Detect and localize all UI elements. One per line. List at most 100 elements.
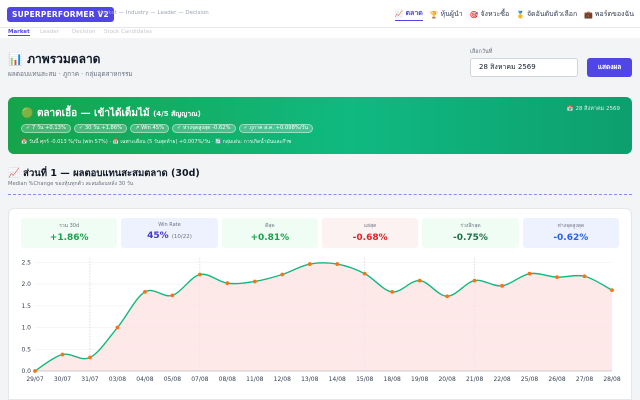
nav-link-0[interactable]: 📈 ตลาด: [394, 8, 423, 21]
stat-from-peak: ห่างจุดสูงสุด -0.62%: [522, 218, 619, 248]
nav-icon: 📈: [394, 9, 404, 18]
trend-icon: 📈: [8, 168, 20, 179]
data-point: [60, 352, 65, 357]
x-tick-label: 30/07: [54, 376, 71, 383]
x-tick-label: 20/08: [438, 376, 455, 383]
nav-icon: 🎯: [469, 10, 479, 19]
data-point: [225, 281, 230, 286]
data-point: [362, 271, 367, 276]
data-point: [445, 294, 450, 299]
banner-footer: 📅 วันนี้ ศุกร์ -0.013 %/วัน (win 57%) · …: [21, 139, 292, 145]
x-tick-label: 28/08: [603, 376, 620, 383]
nav-link-1[interactable]: 🏆 หุ้นผู้นำ: [430, 8, 463, 21]
x-tick-label: 18/08: [384, 376, 401, 383]
data-point: [115, 325, 120, 330]
x-tick-label: 31/07: [81, 376, 98, 383]
stats-row: รวม 30d +1.86% Win Rate 45% (10/22) ดีสุ…: [21, 218, 619, 248]
cumulative-return-chart: 0.0 0.5 1.0 1.5 2.0 2.5 29/07 30/07 31/07 03/08 04…: [21, 258, 621, 383]
banner-title: 🟢 ตลาดเอื้อ — เข้าได้เต็มไม้ (4/5 สัญญาณ…: [21, 108, 201, 119]
nav-link-2[interactable]: 🎯 จังหวะซื้อ: [470, 8, 510, 21]
data-point: [527, 271, 532, 276]
data-point: [307, 262, 312, 266]
data-point: [33, 369, 37, 373]
y-tick-label: 2.0: [21, 281, 31, 288]
page-subtitle: ผลตอบแทนสะสม · ภูกาค · กลุ่มอุตสาหกรรม: [8, 70, 133, 78]
x-tick-label: 29/07: [26, 376, 43, 383]
data-point: [555, 275, 559, 280]
banner-date: 📅 28 สิงหาคม 2569: [566, 106, 620, 112]
x-tick-label: 27/08: [576, 376, 593, 383]
nav-icon: 💼: [584, 10, 593, 19]
page-title: 📊 ภาพรวมตลาด: [8, 52, 101, 66]
nav-icon: 🥇: [516, 10, 525, 19]
x-tick-label: 21/08: [466, 376, 483, 383]
data-point: [390, 290, 395, 294]
signal-pills: ✓ 7 วัน +0.13% ✓ 30 วัน +1.86% ↗ Win 45%…: [21, 124, 314, 133]
status-dot-icon: 🟢: [21, 108, 34, 119]
data-point: [335, 262, 340, 266]
top-nav: SUPERPERFORMER V2 Market — Industry — Le…: [0, 0, 640, 28]
stat-total-30d: รวม 30d +1.86%: [21, 218, 118, 248]
stat-win-rate: Win Rate 45% (10/22): [121, 218, 218, 248]
subtab-leader[interactable]: Leader: [40, 29, 59, 35]
signal-pill: ↗ Win 45%: [130, 124, 169, 133]
subtab-stock-candidates[interactable]: Stock Candidates: [104, 29, 152, 35]
x-tick-label: 26/08: [548, 376, 565, 383]
date-input[interactable]: 28 สิงหาคม 2569: [470, 58, 578, 77]
x-tick-label: 05/08: [164, 376, 181, 383]
x-tick-label: 19/08: [411, 376, 428, 383]
data-point: [88, 355, 92, 360]
data-point: [500, 283, 504, 288]
data-point: [280, 272, 285, 277]
area-fill: [35, 262, 612, 371]
data-point: [170, 293, 175, 298]
series-line: [34, 262, 613, 372]
y-tick-label: 2.5: [21, 259, 31, 266]
data-point: [197, 272, 202, 277]
signal-pill: ✓ 7 วัน +0.13%: [21, 124, 71, 133]
x-tick-label: 15/08: [356, 376, 373, 383]
nav-link-label: หุ้นผู้นำ: [440, 10, 463, 18]
x-tick-label: 14/08: [329, 376, 346, 383]
signal-pill: ✓ ห่างจุดสูงสุด -0.62%: [172, 124, 236, 133]
x-tick-label: 22/08: [493, 376, 510, 383]
y-tick-label: 0.5: [21, 346, 31, 353]
nav-links: 📈 ตลาด 🏆 หุ้นผู้นำ 🎯 จังหวะซื้อ 🥇 จัดอันดับตัวเ…: [394, 8, 634, 21]
y-tick-label: 0.0: [21, 368, 31, 375]
data-point: [417, 278, 422, 283]
x-tick-label: 13/08: [301, 376, 318, 383]
data-point: [610, 288, 614, 293]
y-tick-label: 1.0: [21, 325, 31, 332]
nav-link-label: จัดอันดับตัวเลือก: [526, 10, 578, 18]
brand-logo[interactable]: SUPERPERFORMER V2: [7, 7, 114, 22]
subtab-market[interactable]: Market: [8, 29, 30, 36]
nav-link-label: จังหวะซื้อ: [480, 10, 510, 18]
y-tick-label: 1.5: [21, 303, 31, 310]
show-button[interactable]: แสดงผล: [587, 58, 632, 77]
section-subtitle: Median %Change ของหุ้นทุกตัว สะสมย้อนหลั…: [8, 181, 134, 187]
signal-pill: ✓ ภูกาค ส.ค. +0.098%/วัน: [238, 124, 314, 133]
nav-link-4[interactable]: 💼 พอร์ตของฉัน: [584, 8, 634, 21]
chart-icon: 📊: [8, 52, 23, 66]
data-point: [143, 290, 147, 294]
x-tick-label: 04/08: [136, 376, 153, 383]
date-label: เลือกวันที่: [470, 49, 493, 55]
x-tick-label: 08/08: [219, 376, 236, 383]
market-status-banner: 🟢 ตลาดเอื้อ — เข้าได้เต็มไม้ (4/5 สัญญาณ…: [8, 97, 632, 154]
nav-icon: 🏆: [429, 10, 439, 19]
x-tick-label: 07/08: [191, 376, 208, 383]
x-tick-label: 12/08: [274, 376, 291, 383]
x-tick-label: 25/08: [521, 376, 538, 383]
nav-link-3[interactable]: 🥇 จัดอันดับตัวเลือก: [516, 8, 577, 21]
x-tick-label: 11/08: [246, 376, 263, 383]
data-point: [582, 274, 587, 279]
section-title: 📈 ส่วนที่ 1 — ผลตอบแทนสะสมตลาด (30d): [8, 168, 200, 179]
stat-worst: แย่สุด -0.68%: [321, 218, 419, 248]
subtab-decision[interactable]: Decision: [72, 29, 96, 35]
data-point: [472, 278, 477, 283]
stat-best: ดีสุด +0.81%: [221, 218, 318, 248]
stat-max-drawdown: ร่วงลึกสุด -0.75%: [422, 218, 519, 248]
signal-pill: ✓ 30 วัน +1.86%: [73, 124, 128, 133]
nav-link-label: พอร์ตของฉัน: [594, 10, 634, 18]
section-divider: [8, 194, 632, 195]
